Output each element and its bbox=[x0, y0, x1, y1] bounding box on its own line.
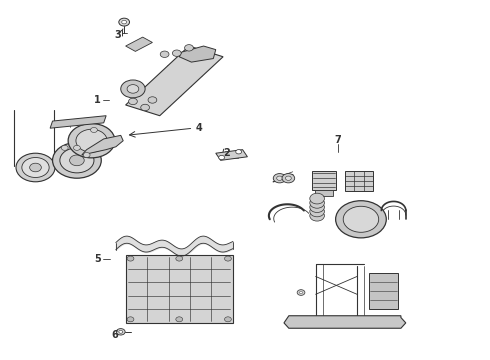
Circle shape bbox=[61, 145, 68, 150]
Polygon shape bbox=[216, 150, 247, 160]
Circle shape bbox=[16, 153, 55, 182]
Text: 1: 1 bbox=[94, 95, 101, 105]
Circle shape bbox=[70, 155, 84, 166]
Bar bbox=[106, 232, 245, 348]
Bar bbox=[262, 153, 479, 348]
Circle shape bbox=[176, 317, 183, 322]
Bar bbox=[106, 12, 272, 171]
Circle shape bbox=[176, 256, 183, 261]
Circle shape bbox=[336, 201, 386, 238]
Bar bbox=[224, 152, 238, 158]
Bar bbox=[315, 190, 333, 196]
Text: 3: 3 bbox=[114, 30, 121, 40]
Circle shape bbox=[286, 176, 291, 180]
Circle shape bbox=[172, 50, 181, 57]
Circle shape bbox=[310, 206, 324, 217]
Circle shape bbox=[119, 330, 122, 333]
Circle shape bbox=[116, 329, 125, 335]
Circle shape bbox=[91, 127, 98, 132]
Text: 7: 7 bbox=[334, 135, 341, 145]
Circle shape bbox=[224, 317, 231, 322]
Circle shape bbox=[128, 98, 137, 105]
Circle shape bbox=[122, 20, 126, 24]
Circle shape bbox=[277, 176, 283, 180]
Circle shape bbox=[76, 129, 107, 152]
Circle shape bbox=[74, 145, 80, 150]
Circle shape bbox=[310, 202, 324, 212]
Bar bbox=[312, 171, 336, 190]
Circle shape bbox=[148, 97, 157, 103]
Circle shape bbox=[127, 256, 134, 261]
Text: 5: 5 bbox=[94, 253, 101, 264]
Circle shape bbox=[30, 163, 41, 172]
Circle shape bbox=[282, 174, 294, 183]
Circle shape bbox=[119, 18, 129, 26]
Circle shape bbox=[127, 85, 139, 93]
Circle shape bbox=[310, 198, 324, 208]
Circle shape bbox=[299, 292, 302, 294]
Circle shape bbox=[236, 150, 242, 154]
Circle shape bbox=[121, 80, 145, 98]
Circle shape bbox=[273, 174, 286, 183]
Bar bbox=[345, 171, 373, 192]
Circle shape bbox=[343, 206, 379, 232]
Circle shape bbox=[68, 123, 115, 158]
Polygon shape bbox=[284, 316, 406, 328]
Circle shape bbox=[141, 104, 149, 111]
Circle shape bbox=[310, 210, 324, 221]
Circle shape bbox=[297, 290, 305, 296]
Polygon shape bbox=[50, 116, 106, 128]
Polygon shape bbox=[82, 135, 123, 155]
Circle shape bbox=[60, 148, 94, 173]
Circle shape bbox=[160, 51, 169, 58]
Text: 4: 4 bbox=[196, 123, 202, 133]
Circle shape bbox=[127, 317, 134, 322]
Circle shape bbox=[52, 143, 101, 178]
Circle shape bbox=[22, 157, 49, 177]
Text: 6: 6 bbox=[112, 330, 118, 340]
Text: 2: 2 bbox=[223, 148, 230, 158]
Circle shape bbox=[83, 153, 90, 157]
Circle shape bbox=[219, 156, 224, 159]
Circle shape bbox=[224, 256, 231, 261]
Polygon shape bbox=[125, 37, 152, 51]
Bar bbox=[125, 255, 233, 323]
Circle shape bbox=[310, 193, 324, 204]
Polygon shape bbox=[125, 46, 223, 116]
Polygon shape bbox=[179, 46, 216, 62]
Bar bbox=[369, 273, 397, 309]
Circle shape bbox=[185, 45, 194, 51]
